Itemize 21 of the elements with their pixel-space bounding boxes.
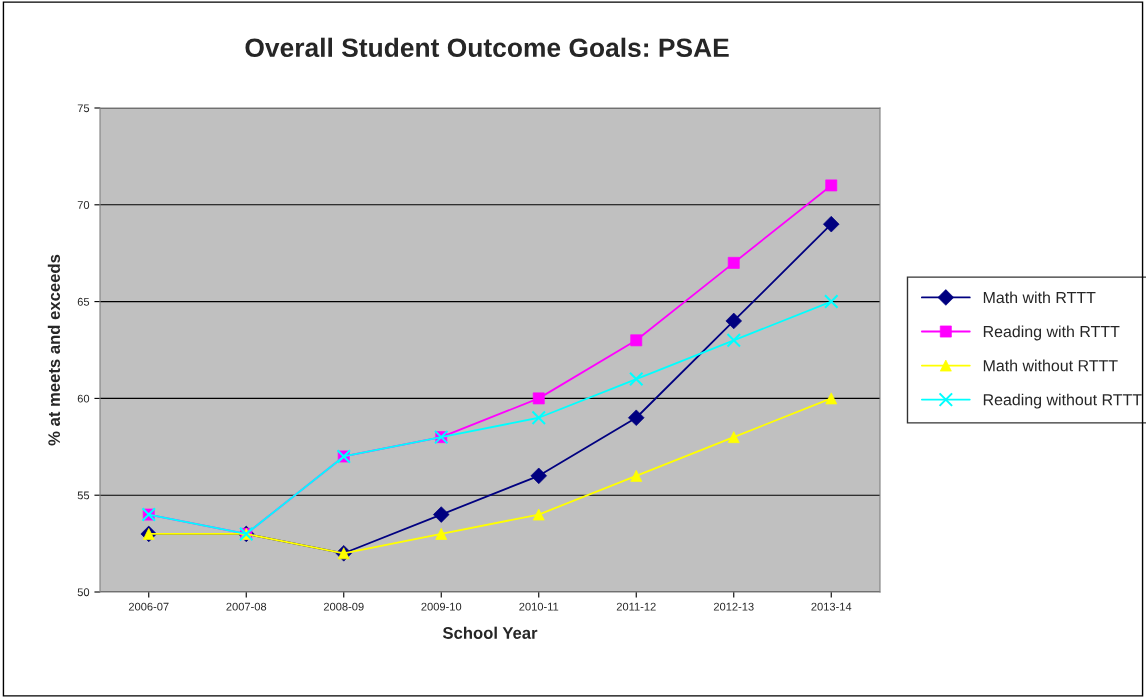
legend-label: Math without RTTT — [983, 359, 1118, 372]
x-tick-label: 2011-12 — [616, 602, 656, 611]
x-tick-label: 2012-13 — [713, 602, 754, 611]
legend-label: Reading without RTTT — [983, 393, 1142, 409]
x-tick-label: 2009-10 — [421, 602, 462, 611]
chart-title: Overall Student Outcome Goals: PSAE — [245, 37, 729, 58]
x-tick-label: 2008-09 — [323, 602, 364, 611]
legend-label: Reading with RTTT — [983, 325, 1120, 341]
y-tick-label: 55 — [77, 491, 90, 500]
y-tick-label: 50 — [77, 588, 90, 597]
x-tick-label: 2007-08 — [226, 602, 267, 611]
y-axis-title: % at meets and exceeds — [47, 254, 61, 446]
x-tick-label: 2006-07 — [128, 602, 169, 611]
x-tick-label: 2010-11 — [519, 602, 559, 611]
y-tick-label: 70 — [77, 201, 90, 209]
legend-label: Math with RTTT — [983, 291, 1096, 304]
y-tick-label: 65 — [77, 297, 90, 306]
y-tick-label: 60 — [77, 394, 90, 403]
x-tick-label: 2013-14 — [811, 602, 852, 611]
y-tick-label: 75 — [77, 104, 90, 113]
x-axis-title: School Year — [442, 626, 538, 639]
